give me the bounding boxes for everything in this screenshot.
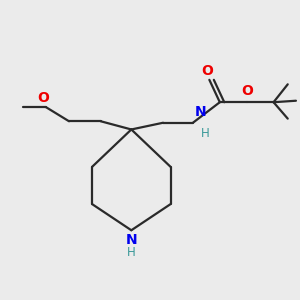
Text: O: O: [242, 85, 254, 98]
Text: O: O: [202, 64, 213, 78]
Text: N: N: [125, 233, 137, 247]
Text: H: H: [127, 246, 136, 259]
Text: H: H: [201, 127, 210, 140]
Text: O: O: [37, 91, 49, 105]
Text: N: N: [194, 105, 206, 119]
